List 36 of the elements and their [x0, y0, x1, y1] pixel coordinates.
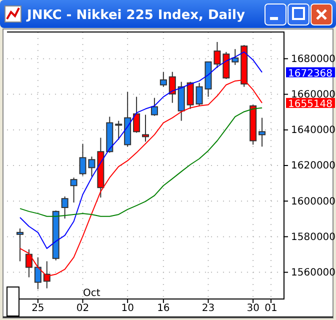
y-tick-label: 1640000 — [291, 125, 336, 136]
y-tick-label: 1660000 — [291, 90, 336, 100]
x-tick-label: 16 — [157, 303, 170, 314]
candlestick — [160, 71, 167, 88]
chart-title: JNKC - Nikkei 225 Index, Daily — [26, 8, 246, 23]
y-tick-label: 1580000 — [291, 232, 336, 243]
line-series — [20, 107, 263, 217]
y-tick-label: 1620000 — [291, 160, 336, 172]
x-tick-label: 10 — [121, 303, 134, 314]
annotation: Oct — [83, 288, 100, 299]
x-tick-label: 01 — [264, 303, 278, 314]
candlestick — [79, 143, 86, 176]
y-tick-label: 1600000 — [291, 196, 336, 208]
x-tick-label: 02 — [76, 303, 90, 314]
x-tick-label: 25 — [32, 303, 44, 314]
candlestick — [150, 97, 158, 116]
candlestick — [115, 120, 122, 140]
candlestick — [258, 117, 266, 148]
candlestick — [196, 82, 203, 106]
text: 1672368 — [288, 68, 333, 80]
candlestick — [142, 114, 149, 142]
candlestick — [232, 48, 239, 66]
candlestick — [133, 96, 140, 134]
line-series — [20, 51, 263, 249]
y-tick-label: 1680000 — [291, 54, 336, 65]
candlestick — [34, 256, 42, 290]
candlestick — [222, 51, 230, 80]
x-tick-label: 23 — [202, 303, 215, 314]
x-tick-label: 30 — [246, 303, 260, 314]
text: 1655148 — [288, 98, 333, 110]
y-tick-label: 1560000 — [291, 268, 336, 278]
candlestick — [168, 71, 176, 104]
candlestick — [88, 156, 96, 178]
candlestick — [70, 177, 78, 204]
candlestick — [61, 196, 68, 220]
candlestick — [16, 228, 24, 262]
